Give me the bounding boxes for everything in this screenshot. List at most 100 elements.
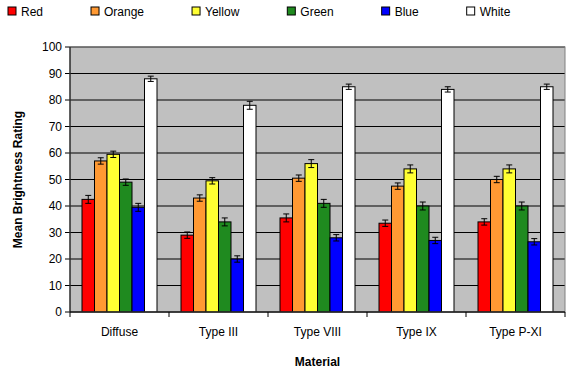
- bar: [120, 182, 133, 312]
- error-cap: [148, 81, 154, 82]
- error-stem: [521, 202, 522, 210]
- error-stem: [212, 178, 213, 184]
- bar: [330, 238, 343, 312]
- error-bar: [544, 84, 550, 89]
- error-cap: [506, 164, 512, 165]
- error-stem: [187, 232, 188, 238]
- y-tick-label: 50: [49, 173, 63, 187]
- error-cap: [123, 178, 129, 179]
- bar: [244, 105, 257, 312]
- error-cap: [333, 240, 339, 241]
- y-tick-label: 100: [42, 40, 62, 54]
- y-tick: [65, 179, 70, 180]
- error-cap: [407, 172, 413, 173]
- error-cap: [148, 76, 154, 77]
- error-cap: [296, 174, 302, 175]
- error-bar: [209, 178, 215, 184]
- y-tick-label: 10: [49, 279, 63, 293]
- error-bar: [222, 218, 228, 226]
- error-cap: [110, 151, 116, 152]
- error-stem: [100, 158, 101, 164]
- legend-label: Orange: [104, 5, 144, 19]
- error-cap: [296, 181, 302, 182]
- bar: [478, 222, 491, 312]
- bar: [206, 181, 219, 312]
- bar: [95, 161, 108, 312]
- error-cap: [544, 84, 550, 85]
- error-cap: [283, 213, 289, 214]
- legend-swatch: [91, 7, 99, 15]
- error-stem: [298, 175, 299, 181]
- error-stem: [509, 165, 510, 173]
- bars: [82, 76, 553, 312]
- error-stem: [336, 235, 337, 241]
- bar: [404, 169, 417, 312]
- error-bar: [519, 202, 525, 210]
- legend-label: Blue: [395, 5, 419, 19]
- error-cap: [407, 164, 413, 165]
- error-bar: [445, 87, 451, 92]
- error-bar: [110, 151, 116, 157]
- error-cap: [494, 182, 500, 183]
- bar: [392, 186, 405, 312]
- legend-swatch: [287, 7, 295, 15]
- error-stem: [323, 199, 324, 207]
- bar: [280, 218, 293, 312]
- error-bar: [123, 179, 129, 185]
- error-bar: [481, 219, 487, 225]
- x-tick: [70, 312, 71, 317]
- y-tick: [65, 73, 70, 74]
- y-tick: [65, 153, 70, 154]
- error-cap: [420, 209, 426, 210]
- bar: [194, 198, 207, 312]
- error-cap: [346, 89, 352, 90]
- bar: [429, 240, 442, 312]
- y-tick: [65, 100, 70, 101]
- bar: [442, 89, 455, 312]
- y-tick-label: 30: [49, 226, 63, 240]
- error-cap: [506, 172, 512, 173]
- error-bar: [432, 237, 438, 243]
- error-stem: [150, 76, 151, 81]
- error-bar: [395, 183, 401, 189]
- error-stem: [397, 183, 398, 189]
- error-cap: [395, 189, 401, 190]
- y-tick: [65, 259, 70, 260]
- error-cap: [420, 202, 426, 203]
- bar: [82, 199, 95, 312]
- error-cap: [110, 157, 116, 158]
- error-stem: [546, 84, 547, 89]
- legend-swatch: [382, 7, 390, 15]
- y-tick-label: 90: [49, 67, 63, 81]
- legend-label: White: [480, 5, 511, 19]
- bar: [503, 169, 516, 312]
- y-tick: [65, 206, 70, 207]
- error-stem: [410, 165, 411, 173]
- legend-swatch: [192, 7, 200, 15]
- error-cap: [519, 209, 525, 210]
- error-stem: [447, 87, 448, 92]
- error-bar: [382, 220, 388, 226]
- plot-frame: [70, 47, 565, 312]
- x-tick: [367, 312, 368, 317]
- error-cap: [135, 211, 141, 212]
- legend-label: Red: [21, 5, 43, 19]
- legend-label: Green: [300, 5, 333, 19]
- error-cap: [481, 225, 487, 226]
- error-cap: [85, 203, 91, 204]
- error-cap: [333, 234, 339, 235]
- error-bar: [346, 84, 352, 89]
- grid-line: [70, 73, 565, 74]
- y-tick-label: 80: [49, 93, 63, 107]
- error-cap: [184, 238, 190, 239]
- bar: [528, 242, 541, 312]
- error-cap: [395, 182, 401, 183]
- chart: 0102030405060708090100DiffuseType IIITyp…: [0, 0, 574, 372]
- bar: [231, 259, 244, 312]
- error-bar: [184, 232, 190, 238]
- error-cap: [445, 92, 451, 93]
- error-stem: [113, 151, 114, 157]
- error-stem: [496, 176, 497, 182]
- error-bar: [420, 202, 426, 210]
- error-stem: [138, 203, 139, 211]
